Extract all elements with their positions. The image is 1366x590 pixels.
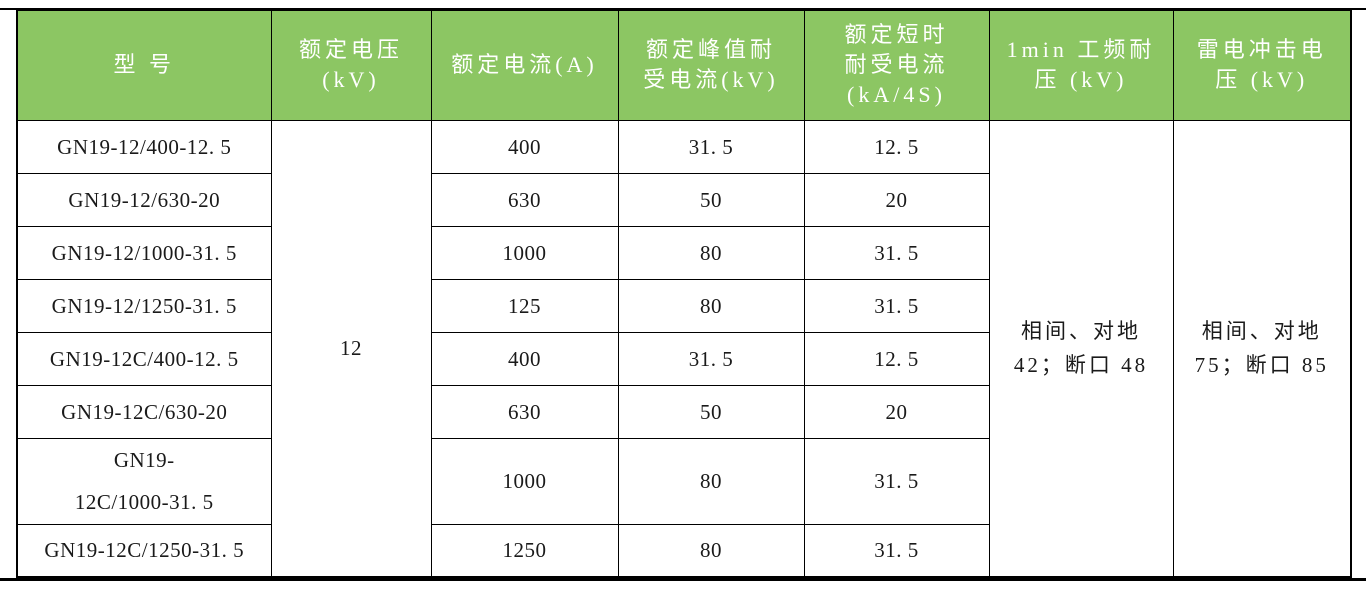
cell-model: GN19-12C/630-20 — [16, 384, 272, 439]
cell-peak: 80 — [617, 225, 805, 280]
table-row: GN19-12C/400-12. 5 400 31. 5 12. 5 — [16, 331, 1351, 386]
table-row: GN19-12C/630-20 630 50 20 — [16, 384, 1351, 439]
cell-peak: 50 — [617, 172, 805, 227]
table-row: GN19-12C/1250-31. 5 1250 80 31. 5 — [16, 523, 1351, 578]
cell-current: 1000 — [430, 225, 619, 280]
cell-rated-voltage-merged: 12 — [270, 119, 432, 578]
cell-current: 400 — [430, 331, 619, 386]
cell-model: GN19-12C/400-12. 5 — [16, 331, 272, 386]
cell-peak: 31. 5 — [617, 331, 805, 386]
table-row: GN19-12/400-12. 5 12 400 31. 5 12. 5 相间、… — [16, 119, 1352, 578]
cell-short: 20 — [803, 384, 990, 439]
header-model: 型 号 — [16, 9, 272, 121]
cell-short: 31. 5 — [803, 437, 990, 525]
cell-peak: 80 — [617, 523, 805, 578]
cell-model: GN19- 12C/1000-31. 5 — [16, 437, 272, 525]
table-row: GN19- 12C/1000-31. 5 1000 80 31. 5 — [16, 437, 1351, 525]
cell-power-freq-merged: 相间、对地 42；断口 48 — [988, 119, 1174, 578]
cell-current: 125 — [430, 278, 619, 333]
cell-model: GN19-12/630-20 — [16, 172, 272, 227]
cell-short: 31. 5 — [803, 225, 990, 280]
table-row: GN19-12/1250-31. 5 125 80 31. 5 — [16, 278, 1351, 333]
header-rated-current: 额定电流(A) — [430, 9, 619, 121]
cell-model: GN19-12/1250-31. 5 — [16, 278, 272, 333]
bottom-rule — [0, 578, 1366, 581]
cell-model: GN19-12C/1250-31. 5 — [16, 523, 272, 578]
header-rated-voltage: 额定电压 (kV) — [270, 9, 432, 121]
cell-model: GN19-12/1000-31. 5 — [16, 225, 272, 280]
header-short-time-withstand-current: 额定短时 耐受电流 (kA/4S) — [803, 9, 990, 121]
header-row: 型 号 额定电压 (kV) 额定电流(A) 额定峰值耐 受电流(kV) 额定短时… — [16, 9, 1352, 121]
cell-short: 12. 5 — [803, 119, 990, 174]
cell-short: 20 — [803, 172, 990, 227]
cell-current: 630 — [430, 172, 619, 227]
table-row: GN19-12/1000-31. 5 1000 80 31. 5 — [16, 225, 1351, 280]
cell-lightning-merged: 相间、对地 75；断口 85 — [1172, 119, 1352, 578]
header-peak-withstand-current: 额定峰值耐 受电流(kV) — [617, 9, 805, 121]
table-row: GN19-12/630-20 630 50 20 — [16, 172, 1351, 227]
spec-table: 型 号 额定电压 (kV) 额定电流(A) 额定峰值耐 受电流(kV) 额定短时… — [16, 9, 1352, 578]
cell-peak: 80 — [617, 437, 805, 525]
cell-peak: 50 — [617, 384, 805, 439]
header-power-freq-withstand-voltage: 1min 工频耐 压 (kV) — [988, 9, 1174, 121]
cell-current: 630 — [430, 384, 619, 439]
cell-current: 1000 — [430, 437, 619, 525]
cell-peak: 31. 5 — [617, 119, 805, 174]
cell-peak: 80 — [617, 278, 805, 333]
cell-current: 400 — [430, 119, 619, 174]
cell-short: 12. 5 — [803, 331, 990, 386]
cell-current: 1250 — [430, 523, 619, 578]
cell-short: 31. 5 — [803, 523, 990, 578]
cell-model: GN19-12/400-12. 5 — [16, 119, 272, 174]
cell-short: 31. 5 — [803, 278, 990, 333]
header-lightning-impulse-voltage: 雷电冲击电 压 (kV) — [1172, 9, 1352, 121]
